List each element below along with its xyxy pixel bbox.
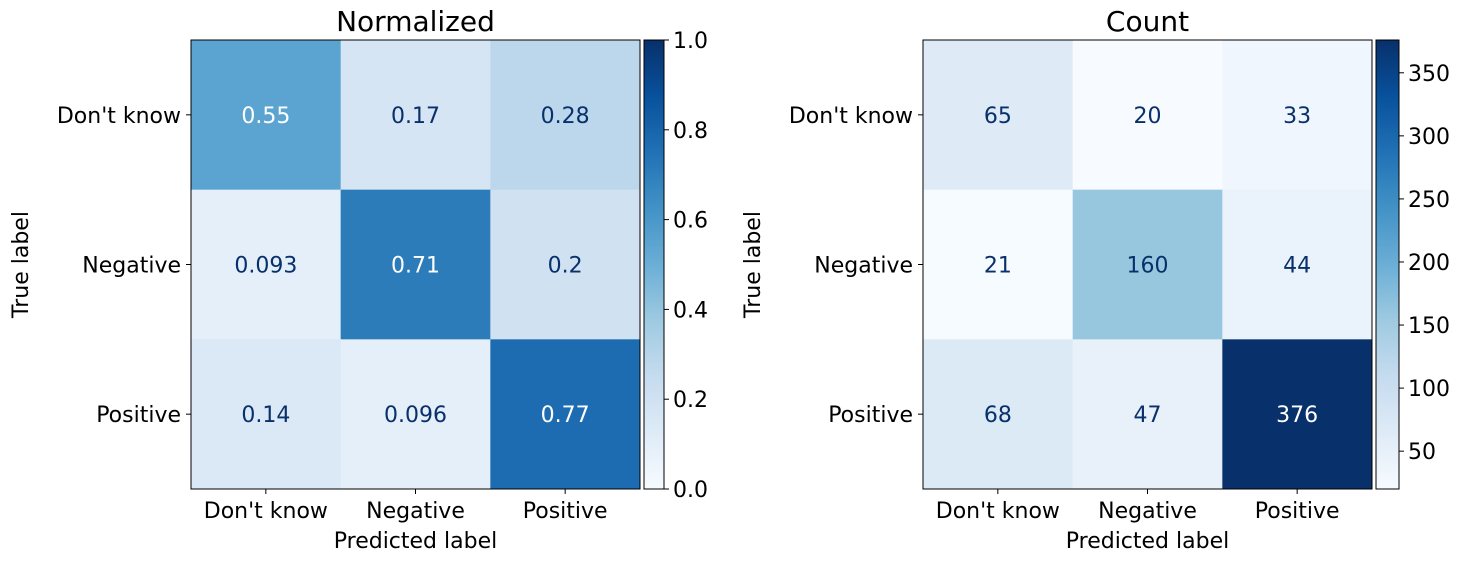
panel-1-colorbar-tick-label: 0.4 xyxy=(673,298,708,323)
panel-2-colorbar-tick-label: 300 xyxy=(1408,125,1450,150)
panel-1-cell-r1-c0 xyxy=(191,189,342,340)
panel-1-y-axis-label: True label xyxy=(9,211,34,319)
panel-1-x-tick-label: Negative xyxy=(366,499,465,524)
panel-1-y-tick-label: Negative xyxy=(82,254,181,279)
panel-2-colorbar-tick-label: 150 xyxy=(1408,314,1450,339)
panel-1-cell-label-r2-c2: 0.77 xyxy=(541,403,590,428)
panel-2-x-tick-label: Don't know xyxy=(936,499,1060,524)
panel-2-cell-label-r2-c0: 68 xyxy=(984,403,1012,428)
panel-2-cell-r1-c1 xyxy=(1072,189,1223,340)
panel-1-cell-r0-c1 xyxy=(340,40,491,191)
panel-1-cell-r0-c2 xyxy=(490,40,641,191)
panel-2-cell-label-r1-c0: 21 xyxy=(984,254,1012,279)
panel-2-x-tick-label: Positive xyxy=(1255,499,1340,524)
panel-1-cell-r2-c2 xyxy=(490,339,641,490)
panel-1-cell-label-r0-c2: 0.28 xyxy=(541,104,590,129)
panel-2-cell-label-r1-c2: 44 xyxy=(1283,254,1311,279)
panel-2-cell-label-r0-c0: 65 xyxy=(984,104,1012,129)
panel-1-x-tick-label: Positive xyxy=(523,499,608,524)
panel-1-cell-label-r0-c0: 0.55 xyxy=(241,104,290,129)
panel-1-cell-label-r1-c0: 0.093 xyxy=(234,254,297,279)
panel-1-cell-label-r0-c1: 0.17 xyxy=(391,104,440,129)
panel-1-y-tick-label: Don't know xyxy=(57,104,181,129)
panel-2-colorbar-tick-label: 50 xyxy=(1408,440,1436,465)
panel-2-colorbar xyxy=(1375,39,1400,490)
panel-2-cell-r0-c1 xyxy=(1072,40,1223,191)
panel-1-colorbar xyxy=(643,39,665,490)
panel-1-colorbar-tick-label: 1.0 xyxy=(673,29,708,54)
panel-2-cell-label-r1-c1: 160 xyxy=(1127,254,1169,279)
panel-1-x-tick-label: Don't know xyxy=(204,499,328,524)
panel-2-title: Count xyxy=(1106,5,1189,38)
panel-2-cell-label-r0-c2: 33 xyxy=(1283,104,1311,129)
panel-2-colorbar-tick-label: 250 xyxy=(1408,188,1450,213)
panel-1-cell-label-r2-c0: 0.14 xyxy=(241,403,290,428)
panel-1-colorbar-tick-label: 0.6 xyxy=(673,209,708,234)
panel-1-cell-r0-c0 xyxy=(191,40,342,191)
panel-2-cell-r1-c2 xyxy=(1222,189,1373,340)
panel-1-y-tick-label: Positive xyxy=(96,403,181,428)
panel-2-cell-r2-c1 xyxy=(1072,339,1223,490)
panel-1-colorbar-tick-label: 0.8 xyxy=(673,119,708,144)
panel-2-x-tick-label: Negative xyxy=(1098,499,1197,524)
panel-1-cell-r1-c2 xyxy=(490,189,641,340)
panel-2-colorbar-tick-label: 350 xyxy=(1408,62,1450,87)
panel-1-colorbar-tick-label: 0.2 xyxy=(673,388,708,413)
panel-1-title: Normalized xyxy=(336,5,495,38)
panel-2-cell-label-r2-c2: 376 xyxy=(1276,403,1318,428)
panel-2-x-axis-label: Predicted label xyxy=(1066,529,1229,554)
panel-1-cell-r2-c0 xyxy=(191,339,342,490)
panel-1-x-axis-label: Predicted label xyxy=(334,529,497,554)
panel-2-y-axis-label: True label xyxy=(741,211,766,319)
panel-1-cell-r1-c1 xyxy=(340,189,491,340)
panel-2-y-tick-label: Don't know xyxy=(789,104,913,129)
panel-2-cell-label-r0-c1: 20 xyxy=(1134,104,1162,129)
panel-1-colorbar-tick-label: 0.0 xyxy=(673,478,708,503)
panel-2-cell-r2-c2 xyxy=(1222,339,1373,490)
panel-2-y-tick-label: Negative xyxy=(814,254,913,279)
panel-2-cell-label-r2-c1: 47 xyxy=(1134,403,1162,428)
panel-2-y-tick-label: Positive xyxy=(828,403,913,428)
panel-2-cell-r2-c0 xyxy=(923,339,1074,490)
panel-2-cell-r1-c0 xyxy=(923,189,1074,340)
panel-1-cell-label-r1-c2: 0.2 xyxy=(548,254,583,279)
panel-1-cell-label-r1-c1: 0.71 xyxy=(391,254,440,279)
panel-1-cell-r2-c1 xyxy=(340,339,491,490)
panel-2-colorbar-tick-label: 100 xyxy=(1408,377,1450,402)
panel-2-cell-r0-c0 xyxy=(923,40,1074,191)
panel-2-colorbar-tick-label: 200 xyxy=(1408,251,1450,276)
panel-1-cell-label-r2-c1: 0.096 xyxy=(384,403,447,428)
panel-2-cell-r0-c2 xyxy=(1222,40,1373,191)
